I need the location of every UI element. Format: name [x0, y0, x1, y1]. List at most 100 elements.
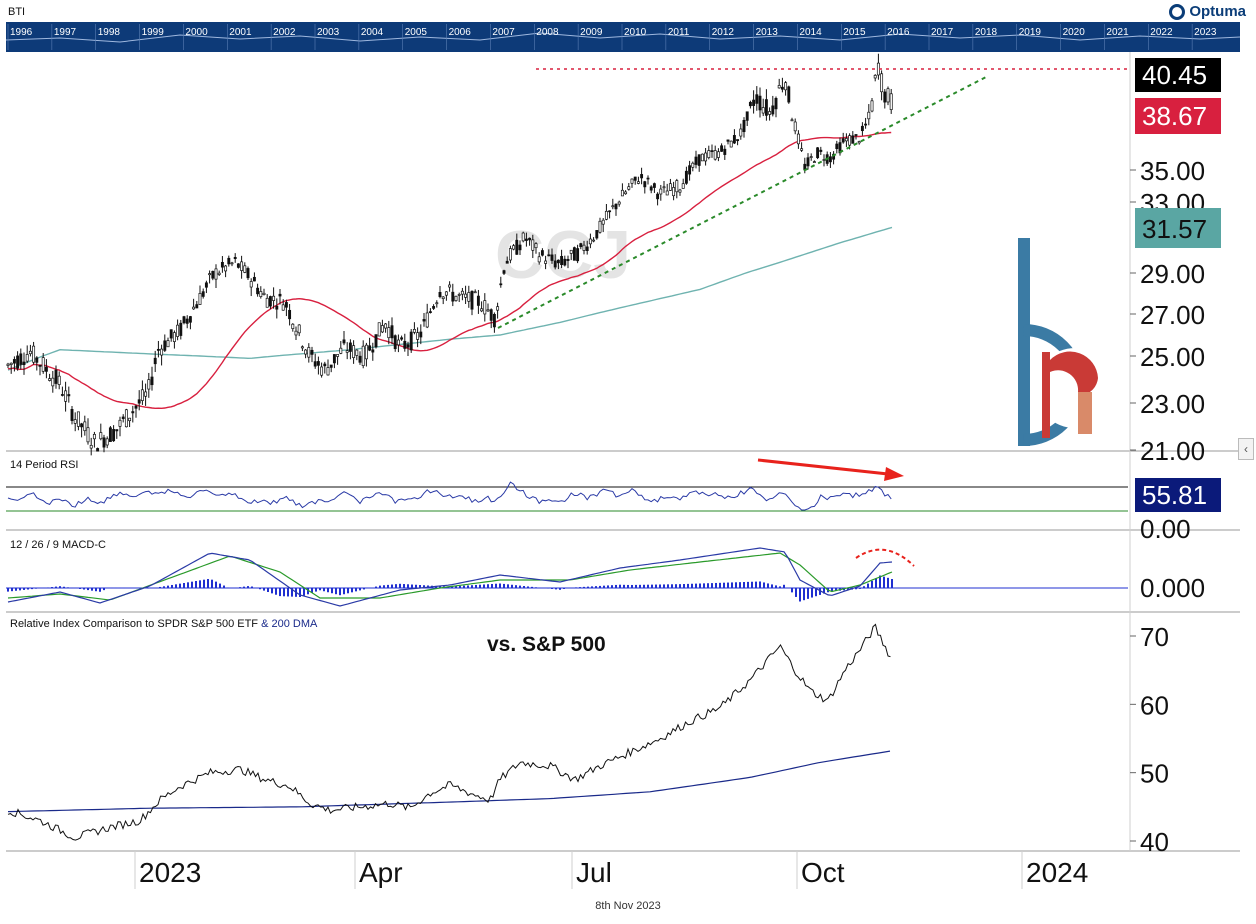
candle-body — [489, 309, 493, 321]
ma200-value: 31.57 — [1142, 214, 1207, 244]
candle-body — [112, 429, 116, 442]
overview-year-label: 1997 — [54, 27, 77, 38]
overview-year-label: 2016 — [887, 27, 910, 38]
ma50-line — [7, 131, 892, 410]
candle-body — [742, 119, 746, 133]
candle-body — [339, 347, 343, 354]
candle-body — [374, 334, 378, 348]
candle-body — [179, 322, 183, 336]
candle-body — [694, 156, 698, 165]
candle-body — [550, 254, 554, 261]
price-tick-label: 23.00 — [1140, 389, 1205, 419]
macd-hist-bar — [259, 588, 261, 590]
macd-hist-bar — [855, 588, 857, 590]
candle-body — [640, 174, 644, 179]
macd-hist-bar — [719, 582, 721, 588]
candle-body — [726, 139, 730, 142]
macd-hist-bar — [579, 587, 581, 588]
candle-body — [627, 186, 631, 190]
candle-body — [67, 394, 71, 397]
macd-hist-bar — [891, 579, 893, 588]
macd-hist-bar — [847, 588, 849, 590]
candle-body — [451, 291, 455, 302]
macd-hist-bar — [479, 584, 481, 588]
macd-hist-bar — [595, 586, 597, 588]
candle-body — [6, 363, 10, 366]
macd-hist-bar — [795, 588, 797, 597]
macd-hist-bar — [859, 588, 861, 589]
candle-body — [780, 86, 784, 90]
macd-hist-bar — [123, 587, 125, 589]
candle-body — [284, 302, 288, 308]
macd-hist-bar — [767, 583, 769, 588]
macd-hist-bar — [187, 582, 189, 588]
macd-hist-bar — [179, 583, 181, 588]
optuma-logo-icon — [1169, 3, 1186, 20]
ma50-tag — [1135, 98, 1221, 134]
candle-body — [576, 248, 580, 262]
candle-body — [204, 282, 208, 288]
candle-body — [76, 411, 80, 427]
relative-title-main: Relative Index Comparison to SPDR S&P 50… — [10, 618, 258, 630]
candle-body — [83, 421, 87, 432]
rsi-series-line — [7, 481, 892, 511]
candle-body — [720, 145, 724, 152]
overview-year-label: 2007 — [492, 27, 515, 38]
macd-hist-bar — [459, 585, 461, 588]
macd-hist-bar — [483, 584, 485, 588]
candle-body — [476, 295, 480, 306]
candle-body — [464, 293, 468, 298]
macd-hist-bar — [539, 587, 541, 589]
candle-body — [556, 259, 560, 264]
macd-hist-bar — [603, 585, 605, 588]
candle-body — [473, 291, 477, 294]
candle-body — [864, 123, 868, 126]
macd-hist-bar — [287, 588, 289, 597]
macd-hist-bar — [631, 584, 633, 588]
candle-body — [457, 294, 461, 296]
candle-body — [169, 329, 173, 339]
candle-body — [345, 350, 349, 353]
macd-hist-bar — [363, 588, 365, 590]
macd-hist-bar — [171, 584, 173, 588]
candle-body — [342, 339, 346, 344]
candle-body — [643, 181, 647, 188]
candle-body — [470, 290, 474, 310]
macd-hist-bar — [591, 586, 593, 588]
macd-hist-bar — [375, 586, 377, 588]
macd-hist-bar — [223, 585, 225, 588]
macd-hist-bar — [455, 586, 457, 588]
candle-body — [684, 170, 688, 184]
candle-body — [19, 353, 23, 365]
candle-body — [579, 243, 583, 248]
overview-year-label: 2023 — [1194, 27, 1217, 38]
macd-hist-bar — [563, 588, 565, 589]
macd-hist-bar — [535, 587, 537, 588]
candle-body — [240, 261, 244, 271]
candle-body — [835, 143, 839, 150]
candle-body — [432, 306, 436, 309]
candle-body — [144, 391, 148, 397]
macd-hist-bar — [279, 588, 281, 597]
macd-hist-bar — [167, 585, 169, 588]
macd-hist-bar — [495, 583, 497, 588]
macd-hist-bar — [635, 584, 637, 588]
candle-body — [771, 105, 775, 115]
candle-body — [409, 331, 413, 351]
macd-hist-bar — [867, 583, 869, 588]
macd-hist-bar — [519, 585, 521, 588]
collapse-panel-button[interactable]: ‹ — [1238, 438, 1254, 460]
candle-body — [99, 432, 103, 440]
candle-body — [371, 349, 375, 353]
candle-body — [332, 354, 336, 364]
candle-body — [851, 135, 855, 144]
macd-hist-bar — [139, 588, 141, 589]
candle-body — [566, 258, 570, 261]
candle-body — [646, 177, 650, 180]
candle-body — [224, 265, 228, 272]
candle-body — [454, 295, 458, 301]
macd-hist-bar — [7, 588, 9, 592]
candle-body — [761, 107, 765, 114]
macd-hist-bar — [63, 586, 65, 588]
candle-body — [313, 361, 317, 367]
